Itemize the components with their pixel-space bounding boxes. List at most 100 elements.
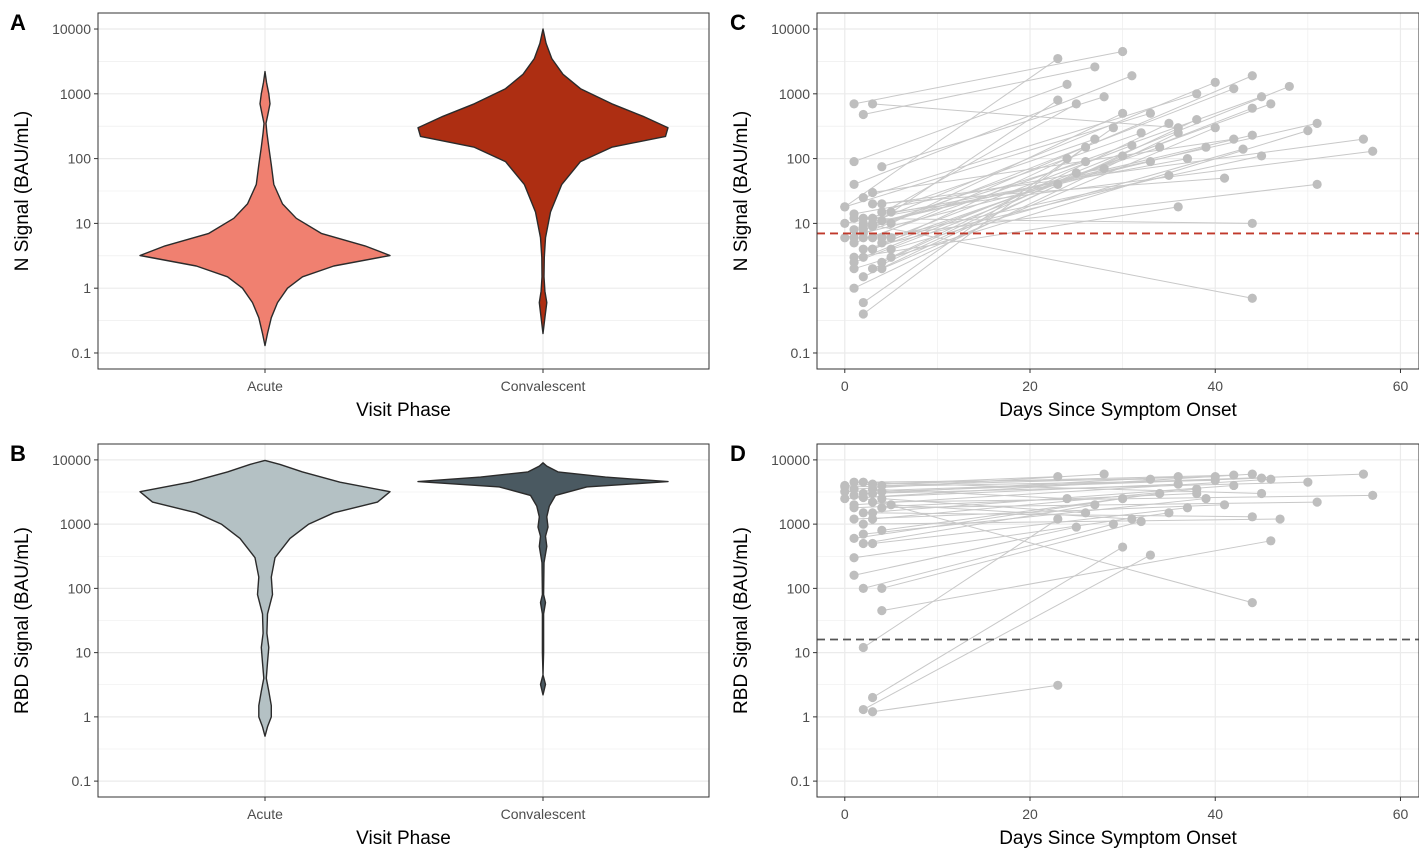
data-point [867, 508, 878, 518]
y-tick-label: 1 [802, 280, 810, 296]
paired-sample-line [881, 155, 1262, 239]
data-point [1071, 99, 1081, 109]
paired-sample-line [863, 483, 1179, 498]
data-point [849, 514, 859, 524]
data-point [849, 533, 859, 543]
data-point [1145, 550, 1156, 560]
data-point [858, 233, 868, 243]
paired-sample-line [872, 132, 1142, 227]
data-point [1247, 512, 1257, 522]
paired-sample-line [881, 520, 1142, 589]
data-point [858, 109, 868, 120]
data-point [1247, 469, 1257, 479]
data-point [1099, 92, 1109, 102]
paired-sample-line [872, 177, 1225, 205]
data-point [1080, 508, 1091, 518]
y-tick-label: 10000 [52, 452, 91, 468]
paired-sample-line [844, 58, 1059, 208]
paired-sample-line [863, 174, 1170, 250]
data-point [858, 218, 868, 228]
x-tick-label: 20 [1022, 806, 1038, 822]
y-tick-label: 10 [794, 645, 810, 661]
x-axis-title: Visit Phase [356, 400, 451, 421]
data-point [1071, 522, 1081, 532]
data-point [1247, 103, 1257, 113]
data-point [858, 309, 868, 319]
paired-sample-line [872, 474, 1234, 485]
data-point [1127, 514, 1137, 524]
data-point [1210, 123, 1220, 133]
paired-sample-line [844, 112, 1151, 208]
data-point [877, 583, 887, 593]
data-point [858, 508, 868, 518]
paired-sample-line [853, 526, 1077, 576]
paired-sample-line [881, 477, 1262, 493]
data-point [849, 283, 859, 293]
data-point [1303, 126, 1313, 136]
panel-letter: D [730, 441, 746, 466]
x-axis-title: Visit Phase [356, 828, 451, 848]
panel-letter: B [10, 441, 26, 466]
data-point [849, 225, 859, 235]
y-tick-label: 1000 [779, 516, 810, 532]
violin-convalescent [417, 28, 669, 335]
panel-letter: A [10, 10, 26, 35]
paired-sample-line [863, 93, 1197, 199]
y-tick-label: 10 [75, 645, 91, 661]
data-point [1173, 202, 1183, 212]
data-point [849, 233, 859, 243]
data-point [1136, 516, 1146, 527]
data-point [1080, 142, 1091, 152]
data-point [1053, 471, 1063, 482]
data-point [877, 207, 887, 217]
data-point [1173, 471, 1183, 482]
paired-sample-line [853, 83, 1068, 163]
paired-sample-line [872, 158, 1068, 250]
data-point [1312, 118, 1322, 128]
x-tick-label: 60 [1393, 378, 1409, 394]
data-point [1053, 95, 1063, 105]
data-point [858, 252, 868, 262]
data-point [840, 233, 850, 243]
paired-sample-line [863, 146, 1086, 315]
y-axis-title: RBD Signal (BAU/mL) [12, 527, 33, 714]
paired-sample-line [881, 138, 1364, 205]
data-point [867, 187, 878, 198]
paired-sample-line [881, 498, 1086, 514]
panel-b: 0.1 1 10 100 1000 10000 Acute Convalescent Visit… [10, 441, 710, 848]
paired-sample-line [891, 150, 1373, 213]
data-point [858, 244, 868, 254]
x-tick-label: 40 [1207, 378, 1223, 394]
x-axis-title: Days Since Symptom Onset [999, 828, 1237, 848]
data-point [1136, 128, 1146, 138]
panel-a: 0.1 1 10 100 1000 10000 Acute Convalescent Visit… [10, 10, 710, 421]
paired-sample-line [872, 684, 1058, 713]
data-point [1062, 493, 1072, 504]
data-point [1256, 488, 1267, 499]
paired-sample-line [853, 50, 1123, 105]
data-point [886, 207, 896, 217]
x-tick-label: Convalescent [501, 378, 586, 394]
data-point [1173, 479, 1183, 489]
paired-sample-line [854, 504, 1225, 520]
data-point [849, 156, 859, 167]
y-tick-label: 10 [75, 215, 91, 231]
data-point [858, 642, 868, 653]
paired-sample-line [881, 540, 1271, 612]
data-point [1053, 179, 1063, 189]
paired-sample-line [872, 103, 1179, 129]
data-point [867, 99, 878, 109]
data-point [1266, 474, 1276, 484]
data-point [1256, 473, 1267, 483]
data-point [1053, 680, 1063, 690]
paired-sample-line [872, 103, 1077, 219]
data-point [849, 213, 859, 223]
data-point [1118, 542, 1128, 552]
paired-sample-line [863, 518, 1059, 648]
data-point [877, 199, 887, 209]
paired-sample-line [872, 75, 1253, 239]
data-point [840, 482, 850, 492]
data-point [858, 704, 868, 715]
data-point [867, 233, 878, 243]
y-tick-label: 0.1 [791, 773, 811, 789]
